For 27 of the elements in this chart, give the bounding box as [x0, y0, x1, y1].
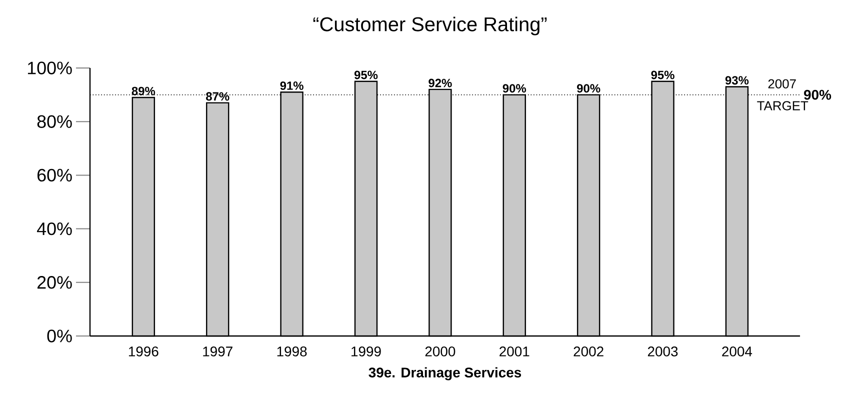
y-tick-label: 0% — [47, 330, 72, 342]
text: 90% — [804, 90, 832, 100]
x-tick-label: 1999 — [352, 346, 381, 356]
y-tick-label: 80% — [37, 115, 72, 128]
data-label: 90% — [577, 84, 600, 93]
data-label: 95% — [651, 70, 674, 80]
x-tick-label: 2001 — [500, 346, 530, 356]
x-tick-label: 2004 — [722, 346, 752, 356]
y-tick-label: 100% — [28, 62, 72, 74]
x-tick-label: 1998 — [277, 346, 307, 356]
x-axis-title: 39e. Drainage Services — [368, 367, 522, 380]
data-label: 95% — [354, 70, 378, 80]
data-label: 93% — [725, 76, 749, 85]
x-tick-label: 1997 — [203, 346, 232, 356]
y-tick-label: 20% — [37, 276, 72, 289]
x-tick-label: 2003 — [648, 346, 678, 356]
data-label: 87% — [206, 92, 230, 101]
y-tick-label: 60% — [37, 168, 72, 182]
data-label: 92% — [428, 78, 452, 88]
data-label: 89% — [132, 86, 156, 96]
chart-title: “Customer Service Rating” — [313, 16, 547, 36]
y-tick-label: 40% — [36, 222, 72, 236]
data-label: 91% — [280, 81, 304, 90]
x-tick-label: 2000 — [425, 346, 456, 356]
data-label: 90% — [502, 84, 526, 93]
x-tick-label: 2002 — [574, 346, 604, 356]
x-tick-label: 1996 — [128, 346, 158, 356]
